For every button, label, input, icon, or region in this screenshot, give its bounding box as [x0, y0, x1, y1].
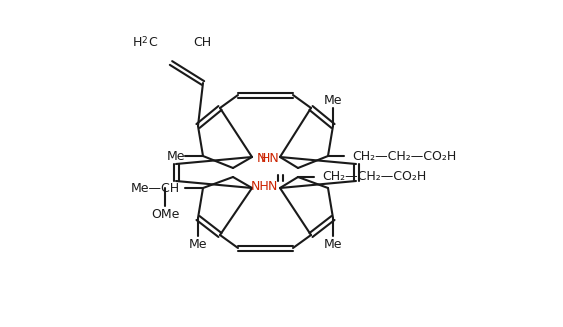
Text: H: H	[133, 37, 142, 49]
Text: Me: Me	[324, 237, 342, 250]
Text: C: C	[148, 36, 157, 48]
Text: Me: Me	[324, 94, 342, 107]
Text: HN: HN	[261, 151, 279, 164]
Text: N: N	[256, 151, 266, 164]
Text: Me: Me	[167, 149, 185, 163]
Text: CH: CH	[193, 36, 211, 48]
Text: OMe: OMe	[151, 209, 179, 221]
Text: Me—CH: Me—CH	[131, 181, 180, 195]
Text: CH₂—CH₂—CO₂H: CH₂—CH₂—CO₂H	[322, 170, 426, 183]
Text: Me: Me	[189, 237, 207, 250]
Text: 2: 2	[141, 36, 146, 45]
Text: CH₂—CH₂—CO₂H: CH₂—CH₂—CO₂H	[352, 149, 456, 163]
Text: N: N	[267, 180, 276, 193]
Text: NH: NH	[251, 180, 269, 193]
